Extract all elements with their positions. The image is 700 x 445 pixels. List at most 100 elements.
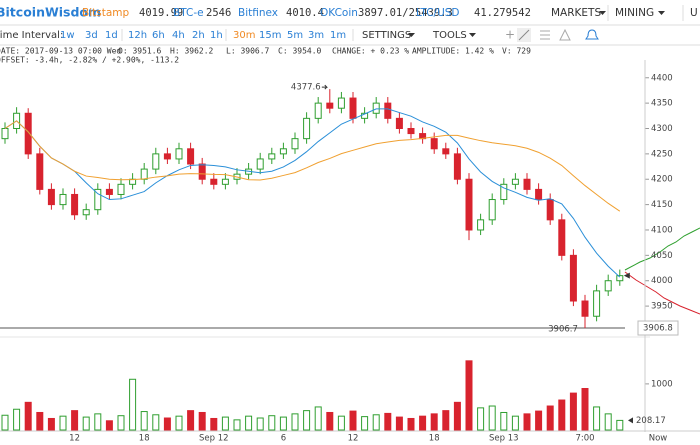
candle-body bbox=[616, 275, 624, 282]
volume-bar bbox=[210, 417, 218, 431]
ticker-name[interactable]: BTC-e bbox=[173, 7, 204, 19]
y-tick-label: 4150 bbox=[651, 200, 673, 210]
last-pointer bbox=[623, 272, 630, 279]
candle-body bbox=[268, 153, 276, 160]
info-field: DATE: 2017-09-13 07:00 Wed bbox=[0, 47, 121, 56]
candle-body bbox=[453, 153, 461, 180]
ticker-price: 4010.4 bbox=[286, 7, 324, 19]
volume-bar bbox=[384, 412, 392, 431]
volume-bar bbox=[256, 417, 264, 431]
candle-body bbox=[384, 102, 392, 119]
icon-bell[interactable] bbox=[585, 29, 599, 40]
x-tick-label: 18 bbox=[139, 434, 150, 444]
interval-option[interactable]: 30m bbox=[233, 30, 255, 41]
tools-menu[interactable]: TOOLS bbox=[432, 30, 467, 41]
candle-body bbox=[604, 280, 612, 292]
volume-bar bbox=[117, 415, 125, 431]
volume-bar bbox=[198, 411, 206, 431]
ask-depth bbox=[624, 271, 700, 315]
candle-body bbox=[279, 148, 287, 155]
candle-body bbox=[210, 178, 218, 185]
candle-body bbox=[430, 138, 438, 150]
interval-option[interactable]: 3m bbox=[308, 30, 324, 41]
ticker-name[interactable]: Bitfinex bbox=[238, 7, 278, 19]
volume-last-label: 208.17 bbox=[636, 416, 666, 426]
volume-bar bbox=[140, 411, 148, 431]
x-tick-label: 7:00 bbox=[575, 434, 594, 444]
volume-bar bbox=[523, 413, 531, 431]
candle-body bbox=[163, 153, 171, 160]
x-tick-label: Sep 13 bbox=[489, 434, 519, 444]
depth-lines bbox=[624, 227, 700, 315]
ticker-name[interactable]: LTC/USD bbox=[416, 7, 460, 19]
dropdown-caret bbox=[408, 33, 415, 37]
candle-body bbox=[117, 183, 125, 195]
candle-body bbox=[500, 183, 508, 201]
toolbar-label: Time Interval: bbox=[0, 30, 63, 41]
candle-body bbox=[71, 193, 79, 216]
volume-bar bbox=[593, 406, 601, 431]
x-tick-label: 12 bbox=[348, 434, 359, 444]
candle-body bbox=[349, 97, 357, 119]
volume-bar bbox=[82, 416, 90, 431]
candle-body bbox=[1, 128, 9, 140]
interval-option[interactable]: 1d bbox=[105, 30, 118, 41]
candle-body bbox=[395, 117, 403, 130]
interval-option[interactable]: 12h bbox=[128, 30, 147, 41]
volume-bar bbox=[24, 401, 32, 431]
low-label: 3906.7 bbox=[548, 325, 578, 335]
candle-body bbox=[303, 117, 311, 140]
volume-bar bbox=[558, 399, 566, 431]
candle-body bbox=[535, 188, 543, 201]
y-tick-label: 4400 bbox=[651, 73, 673, 83]
interval-option[interactable]: 3d bbox=[85, 30, 98, 41]
menu[interactable]: MINING bbox=[615, 7, 654, 19]
candle-body bbox=[140, 168, 148, 180]
interval-option[interactable]: 6h bbox=[152, 30, 165, 41]
interval-option[interactable]: 1w bbox=[60, 30, 75, 41]
volume-bar bbox=[129, 378, 137, 431]
now-label: Now bbox=[649, 434, 668, 444]
moving-average bbox=[4, 108, 621, 278]
volume-bar bbox=[442, 410, 450, 431]
logo[interactable]: BitcoinWisdom bbox=[0, 5, 101, 20]
volume-bar bbox=[268, 415, 276, 431]
volume-bar bbox=[488, 405, 496, 431]
ticker-name[interactable]: OKCoin bbox=[320, 7, 358, 19]
x-tick-label: Sep 12 bbox=[199, 434, 229, 444]
icon-lines[interactable] bbox=[540, 30, 550, 40]
volume-bar bbox=[407, 417, 415, 431]
volume-bar bbox=[47, 417, 55, 431]
interval-option[interactable]: 2h bbox=[192, 30, 205, 41]
volume-bar bbox=[616, 419, 624, 431]
menu[interactable]: U bbox=[690, 7, 698, 19]
candle-body bbox=[314, 102, 322, 119]
ticker-price: 3897.01/25439.3 bbox=[358, 7, 453, 19]
candle-body bbox=[372, 102, 380, 114]
candle-body bbox=[593, 290, 601, 317]
y-tick-label: 4050 bbox=[651, 251, 673, 261]
candle-body bbox=[326, 102, 334, 109]
volume-bar bbox=[581, 388, 589, 431]
ticker-name[interactable]: Bitstamp bbox=[82, 7, 129, 19]
y-tick-label: 3950 bbox=[651, 302, 673, 312]
volume-bar bbox=[71, 410, 79, 431]
interval-option[interactable]: 4h bbox=[172, 30, 185, 41]
interval-option[interactable]: 1h bbox=[210, 30, 223, 41]
volume-bar bbox=[291, 413, 299, 431]
interval-option[interactable]: 5m bbox=[287, 30, 303, 41]
volume-tick-label: 1000 bbox=[651, 379, 673, 389]
x-tick-label: 6 bbox=[281, 434, 286, 444]
settings-menu[interactable]: SETTINGS bbox=[362, 30, 411, 41]
interval-option[interactable]: 15m bbox=[259, 30, 281, 41]
candle-body bbox=[187, 148, 195, 165]
menu[interactable]: MARKETS bbox=[551, 7, 601, 19]
candle-body bbox=[47, 188, 55, 206]
icon-fib[interactable] bbox=[559, 28, 571, 41]
candle-body bbox=[477, 219, 485, 231]
icon-cross[interactable]: + bbox=[505, 28, 515, 42]
volume-bar bbox=[326, 411, 334, 431]
interval-option[interactable]: 1m bbox=[330, 30, 346, 41]
candle-body bbox=[198, 163, 206, 180]
ticker-price: 4019.99 bbox=[139, 7, 183, 19]
